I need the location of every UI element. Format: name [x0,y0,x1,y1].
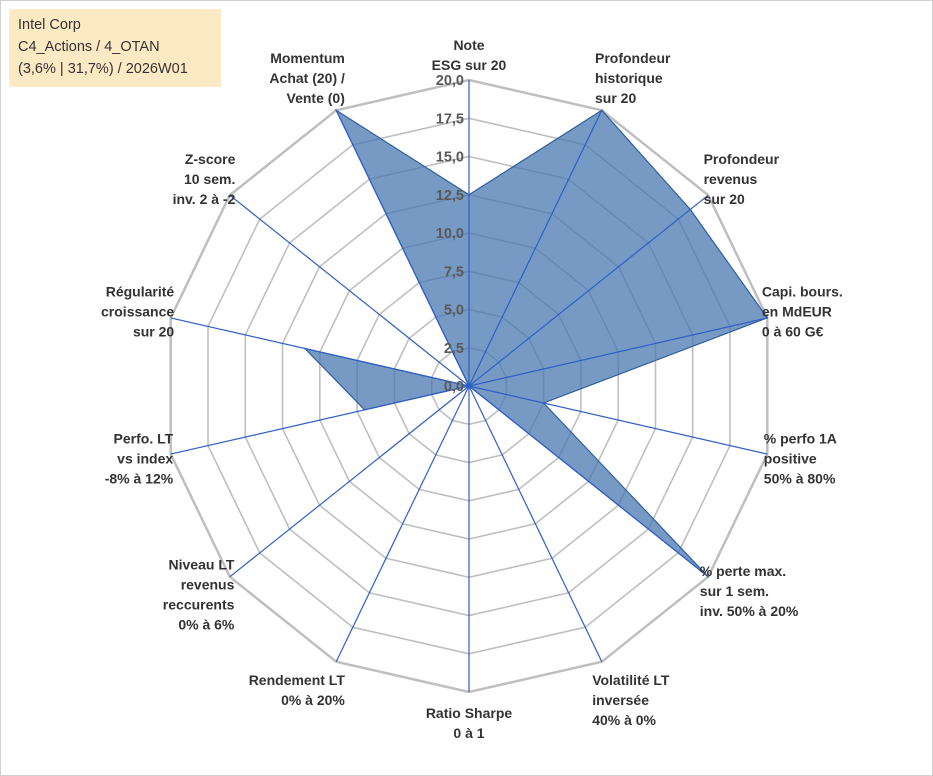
axis-spoke [229,194,470,387]
series-area-layer [303,108,769,578]
series-area [303,108,769,578]
tick-label: 17,5 [436,111,464,127]
axis-label-line: Volatilité LT [592,672,670,688]
axis-label-line: Profondeur [704,151,780,167]
axis-label-line: Profondeur [595,50,671,66]
tick-label: 5,0 [444,303,464,319]
axis-label: Perfo. LT vs index -8% à 12% [105,430,174,486]
axis-spoke [468,194,709,387]
axis-label-line: positive [764,450,817,466]
axis-label-line: inv. 2 à -2 [173,191,236,207]
radar-spokes [170,80,768,692]
company-name: Intel Corp [18,17,81,33]
axis-label-line: Achat (20) / [269,70,345,86]
axis-label-line: 0% à 6% [178,617,235,633]
axis-label: Momentum Achat (20) / Vente (0) [269,50,345,106]
axis-label: % perfo 1A positive 50% à 80% [764,430,837,486]
axis-label-line: Perfo. LT [114,430,174,446]
axis-label: Niveau LT revenus reccurents 0% à 6% [163,557,235,633]
chart-title-box: Intel Corp C4_Actions / 4_OTAN (3,6% | 3… [9,9,221,87]
axis-label: Note ESG sur 20 [432,37,507,73]
axis-label-line: 50% à 80% [764,470,836,486]
radial-tick-labels: 0,0 2,5 5,0 7,5 10,0 12,5 15,0 17,5 20,0 [436,73,464,395]
axis-label-line: % perfo 1A [764,430,837,446]
axis-spoke [468,385,768,455]
axis-label-line: Capi. bours. [762,284,843,300]
axis-label-line: sur 20 [133,324,174,340]
axis-label: Profondeur revenus sur 20 [704,151,780,207]
axis-label-line: vs index [117,450,173,466]
axis-label-line: Rendement LT [249,672,346,688]
axis-label-line: en MdEUR [762,304,832,320]
axis-label-line: croissance [101,304,174,320]
axis-label-line: 0% à 20% [281,692,345,708]
axis-spoke [468,317,768,387]
axis-label-line: -8% à 12% [105,470,174,486]
axis-label-line: Vente (0) [287,90,345,106]
axis-label-line: % perte max. [700,563,786,579]
tick-label: 0,0 [444,379,464,395]
axis-label-line: inversée [592,692,649,708]
axis-spoke [468,385,709,578]
axis-label: Profondeur historique sur 20 [595,50,671,106]
axis-label-line: Régularité [106,284,175,300]
axis-label-line: 0 à 1 [453,725,484,741]
axis-spoke [170,385,470,455]
axis-label: Capi. bours. en MdEUR 0 à 60 G€ [762,284,843,340]
axis-label-line: Ratio Sharpe [426,705,513,721]
tick-label: 7,5 [444,264,464,280]
axis-label-line: historique [595,70,663,86]
axis-label-line: sur 1 sem. [700,583,769,599]
axis-label-line: ESG sur 20 [432,57,507,73]
axis-label: Rendement LT 0% à 20% [249,672,346,708]
axis-label-line: Momentum [270,50,345,66]
axis-label-line: Niveau LT [169,557,235,573]
axis-label-line: reccurents [163,597,235,613]
axis-label-line: sur 20 [704,191,745,207]
axis-spoke [468,110,603,387]
axis-label: % perte max. sur 1 sem. inv. 50% à 20% [700,563,799,619]
axis-label-line: Note [453,37,484,53]
axis-label: Régularité croissance sur 20 [101,284,174,340]
portfolio-category: C4_Actions / 4_OTAN [18,39,160,55]
axis-label-line: revenus [181,577,235,593]
axis-label-line: sur 20 [595,90,636,106]
axis-spoke [229,385,470,578]
axis-spoke [335,110,470,387]
axis-label-line: 0 à 60 G€ [762,324,824,340]
axis-label: Z-score 10 sem. inv. 2 à -2 [173,151,236,207]
tick-label: 20,0 [436,73,464,89]
tick-label: 10,0 [436,226,464,242]
axis-label: Volatilité LT inversée 40% à 0% [592,672,670,728]
axis-label-line: 40% à 0% [592,712,656,728]
tick-label: 12,5 [436,188,464,204]
axis-label-line: inv. 50% à 20% [700,603,799,619]
axis-label: Ratio Sharpe 0 à 1 [426,705,513,741]
axis-label-line: revenus [704,171,758,187]
axis-labels: Note ESG sur 20 Profondeur historique sur 20… [101,37,843,741]
axis-spoke [170,317,470,387]
tick-label: 2,5 [444,341,464,357]
performance-period: (3,6% | 31,7%) / 2026W01 [18,61,188,77]
axis-spoke [335,385,470,662]
axis-label-line: Z-score [185,151,236,167]
axis-spoke [468,385,603,662]
axis-label-line: 10 sem. [184,171,235,187]
tick-label: 15,0 [436,150,464,166]
